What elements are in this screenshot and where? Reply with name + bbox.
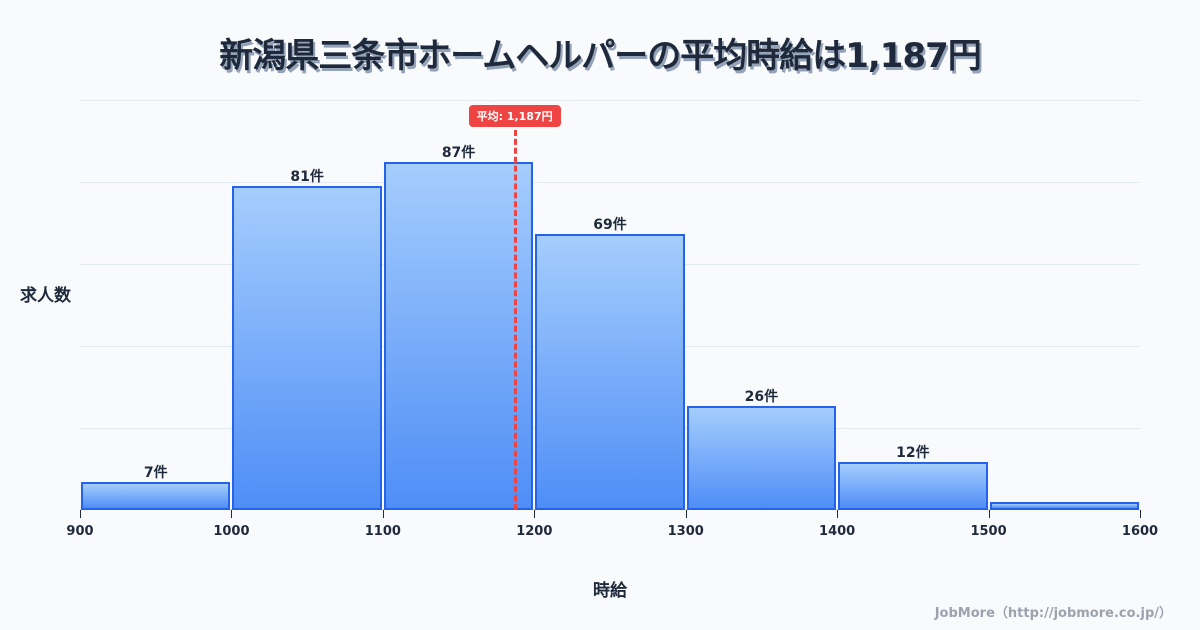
plot-area: 7件 81件 87件 69件 26件 12件 900 1000 1100 1200 1300 140… bbox=[66, 100, 1158, 539]
x-tick-label: 1300 bbox=[667, 524, 704, 539]
mean-line bbox=[513, 130, 517, 510]
x-tick-label: 1500 bbox=[970, 524, 1007, 539]
bar-value-label: 69件 bbox=[593, 217, 627, 233]
histogram-bar bbox=[383, 162, 534, 510]
mean-badge: 平均: 1,187円 bbox=[468, 105, 561, 127]
bar-value-label: 12件 bbox=[896, 445, 930, 461]
x-tick-mark bbox=[1140, 510, 1141, 518]
x-tick-mark bbox=[382, 510, 384, 518]
x-tick-label: 1600 bbox=[1121, 524, 1159, 539]
gridline bbox=[80, 100, 1140, 101]
x-tick-mark bbox=[988, 510, 990, 518]
x-tick-label: 1200 bbox=[516, 524, 553, 539]
histogram-bar bbox=[989, 502, 1139, 510]
x-tick-label: 1100 bbox=[364, 524, 401, 539]
chart-title: 新潟県三条市ホームヘルパーの平均時給は1,187円 bbox=[219, 36, 982, 76]
histogram-bar bbox=[838, 462, 988, 510]
credit-text: JobMore（http://jobmore.co.jp/） bbox=[934, 606, 1172, 621]
bar-value-label: 7件 bbox=[143, 465, 168, 481]
x-tick-label: 900 bbox=[66, 524, 94, 539]
histogram-bar bbox=[686, 406, 837, 510]
x-tick-mark bbox=[534, 510, 536, 518]
histogram-bar bbox=[81, 482, 231, 510]
gridline bbox=[80, 182, 1140, 183]
bar-value-label: 87件 bbox=[441, 145, 476, 161]
bar-value-label: 81件 bbox=[290, 169, 324, 185]
x-tick-mark bbox=[837, 510, 839, 518]
y-axis-label: 求人数 bbox=[20, 286, 71, 306]
x-axis-label: 時給 bbox=[593, 581, 627, 601]
bar-value-label: 26件 bbox=[744, 389, 779, 405]
histogram-bar bbox=[232, 186, 382, 510]
x-tick-label: 1400 bbox=[819, 524, 856, 539]
x-tick-mark bbox=[80, 510, 81, 518]
x-tick-mark bbox=[231, 510, 233, 518]
x-tick-mark bbox=[685, 510, 687, 518]
histogram-bar bbox=[535, 234, 685, 510]
x-tick-label: 1000 bbox=[213, 524, 250, 539]
